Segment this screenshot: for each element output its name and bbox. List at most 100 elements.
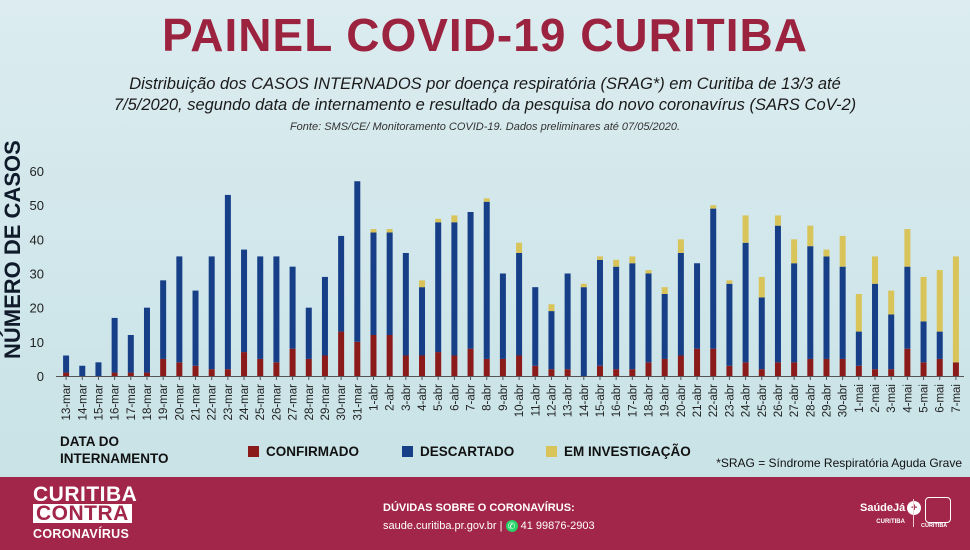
legend-swatch-em-investigacao: [546, 446, 557, 457]
bar-em-investiga-o-20-abr: [677, 239, 684, 253]
contact-title: DÚVIDAS SOBRE O CORONAVÍRUS:: [383, 502, 575, 514]
bar-descartado-28-mar: [305, 307, 312, 359]
x-tick-label: 27-mar: [288, 384, 300, 421]
x-tick-label: 31-mar: [352, 384, 364, 421]
x-tick-label: 6-mai: [935, 384, 947, 413]
bar-descartado-21-abr: [694, 263, 701, 349]
legend-item-confirmado: CONFIRMADO: [248, 444, 359, 459]
x-tick-label: 14-abr: [579, 384, 591, 417]
bar-confirmado-20-abr: [677, 355, 684, 376]
bar-descartado-5-mai: [920, 321, 927, 363]
bar-descartado-2-mai: [872, 283, 879, 370]
bar-confirmado-20-mar: [176, 362, 183, 376]
x-tick-label: 26-abr: [773, 384, 785, 417]
bar-descartado-2-abr: [386, 232, 393, 335]
x-tick-label: 12-abr: [546, 384, 558, 417]
bar-descartado-23-abr: [726, 283, 733, 366]
bar-em-investiga-o-30-abr: [839, 235, 846, 267]
contact-separator: |: [499, 520, 503, 532]
x-tick-label: 18-mar: [142, 384, 154, 421]
stacked-bar-chart: 0 10 20 30 40 50 60 13-mar 14-mar 15-mar 16-mar 17…: [30, 164, 964, 421]
saude-ja-logo-sub: CURITIBA: [876, 519, 905, 525]
x-tick-label: 7-abr: [466, 384, 478, 411]
bar-descartado-25-abr: [758, 297, 765, 370]
x-tick-label: 16-abr: [611, 384, 623, 417]
x-tick-label: 20-mar: [174, 384, 186, 421]
x-tick-label: 21-mar: [191, 384, 203, 421]
bars: [63, 181, 959, 376]
bar-confirmado-22-abr: [710, 348, 717, 376]
bar-confirmado-7-mai: [952, 362, 959, 376]
bar-descartado-20-mar: [176, 256, 183, 363]
footer-bar: CURITIBA CONTRA CORONAVÍRUS DÚVIDAS SOBR…: [0, 477, 970, 550]
x-tick-label: 14-mar: [77, 384, 89, 421]
bar-confirmado-25-abr: [758, 369, 765, 376]
bar-descartado-15-mar: [95, 362, 102, 376]
cross-icon: +: [907, 501, 922, 515]
x-axis-title: DATA DO INTERNAMENTO: [60, 433, 169, 467]
x-tick-label: 1-mai: [854, 384, 866, 413]
curitiba-contra-coronavirus-logo: CURITIBA CONTRA CORONAVÍRUS: [33, 483, 138, 544]
bar-confirmado-18-abr: [645, 362, 652, 376]
saude-ja-logo: SaúdeJá + CURITIBA: [860, 501, 922, 528]
bar-confirmado-19-abr: [661, 358, 668, 376]
bar-descartado-12-abr: [548, 311, 555, 370]
bar-confirmado-1-abr: [370, 335, 377, 376]
bar-confirmado-4-abr: [419, 355, 426, 376]
bar-descartado-1-mai: [855, 331, 862, 366]
x-tick-label: 7-mai: [951, 384, 963, 413]
subtitle-line-1: Distribuição dos CASOS INTERNADOS por do…: [129, 75, 841, 93]
bar-confirmado-30-abr: [839, 358, 846, 376]
bar-confirmado-6-mai: [936, 358, 943, 376]
bar-descartado-31-mar: [354, 181, 361, 342]
brand-line-3: CORONAVÍRUS: [33, 527, 130, 541]
bar-descartado-4-mai: [904, 266, 911, 349]
bar-em-investiga-o-19-abr: [661, 287, 668, 294]
y-tick-label: 40: [30, 232, 44, 247]
bar-descartado-24-mar: [241, 249, 248, 353]
bar-em-investiga-o-10-abr: [516, 242, 523, 253]
bar-descartado-30-mar: [338, 235, 345, 332]
bar-confirmado-11-abr: [532, 365, 539, 376]
x-tick-label: 23-abr: [724, 384, 736, 417]
legend-label-descartado: DESCARTADO: [420, 444, 515, 459]
x-tick-label: 29-abr: [821, 384, 833, 417]
bar-confirmado-16-mar: [111, 372, 118, 376]
x-tick-label: 19-abr: [660, 384, 672, 417]
x-tick-label: 9-abr: [498, 384, 510, 411]
bar-confirmado-15-abr: [596, 365, 603, 376]
bar-descartado-4-abr: [419, 287, 426, 356]
x-tick-label: 20-abr: [676, 384, 688, 417]
bar-descartado-9-abr: [499, 273, 506, 359]
logo-divider: [913, 499, 914, 527]
bar-em-investiga-o-2-abr: [386, 229, 393, 233]
bar-confirmado-23-abr: [726, 365, 733, 376]
contact-phone[interactable]: 41 99876-2903: [520, 520, 595, 532]
bar-descartado-7-abr: [467, 212, 474, 349]
bar-descartado-13-mar: [63, 355, 70, 373]
brand-line-1: CURITIBA: [33, 483, 138, 506]
bar-descartado-16-mar: [111, 317, 118, 373]
bar-confirmado-26-abr: [774, 362, 781, 376]
bar-confirmado-10-abr: [516, 355, 523, 376]
x-tick-label: 27-abr: [789, 384, 801, 417]
bar-confirmado-3-abr: [402, 355, 409, 376]
bar-em-investiga-o-27-abr: [791, 239, 798, 264]
contact-website-link[interactable]: saude.curitiba.pr.gov.br: [383, 520, 497, 532]
bar-descartado-22-abr: [710, 208, 717, 349]
x-tick-label: 17-mar: [126, 384, 138, 421]
bar-descartado-22-mar: [208, 256, 215, 370]
city-logo-text: CURITIBA: [921, 523, 948, 529]
x-tick-label: 1-abr: [368, 384, 380, 411]
bar-descartado-26-abr: [774, 225, 781, 363]
bar-descartado-6-abr: [451, 222, 458, 356]
x-tick-label: 22-abr: [708, 384, 720, 417]
bar-confirmado-4-mai: [904, 348, 911, 376]
bar-confirmado-22-mar: [208, 369, 215, 376]
bar-descartado-24-abr: [742, 242, 749, 363]
bar-em-investiga-o-1-mai: [855, 294, 862, 332]
bar-confirmado-30-mar: [338, 331, 345, 376]
bar-descartado-10-abr: [516, 253, 523, 356]
legend-item-em-investigacao: EM INVESTIGAÇÃO: [546, 444, 691, 459]
bar-descartado-17-mar: [127, 335, 134, 373]
